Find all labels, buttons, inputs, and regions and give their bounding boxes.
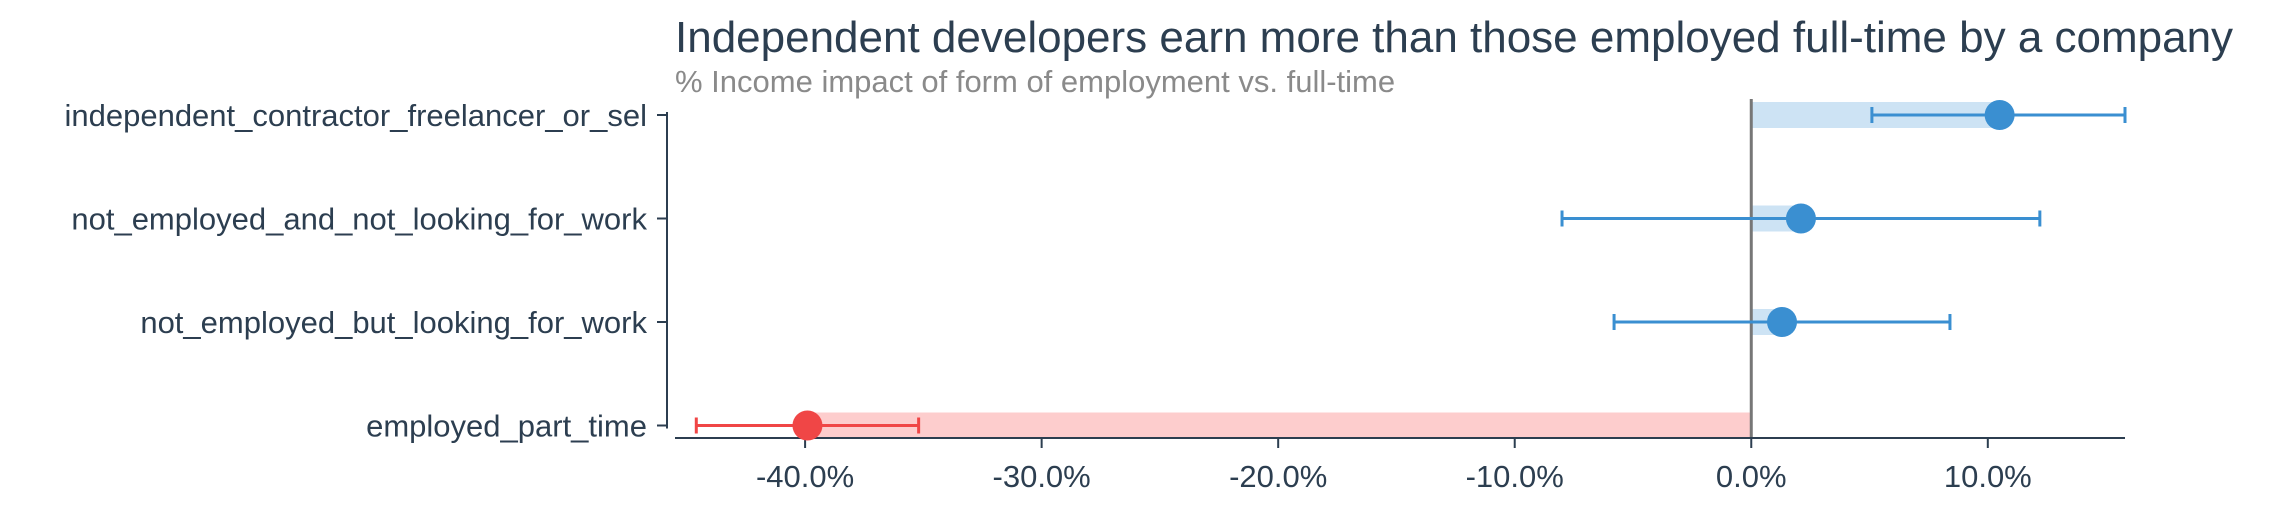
x-tick-label: -30.0%: [993, 459, 1091, 494]
category-label: employed_part_time: [366, 409, 647, 444]
category-label: not_employed_and_not_looking_for_work: [71, 202, 647, 237]
bands-layer: [807, 102, 2000, 439]
category-label: independent_contractor_freelancer_or_sel: [64, 98, 647, 133]
x-tick-label: 10.0%: [1944, 459, 2032, 494]
labels-layer: -40.0% -30.0% -20.0% -10.0% 0.0% 10.0% indepen…: [64, 98, 2031, 494]
data-point: [792, 410, 823, 441]
category-label: not_employed_but_looking_for_work: [140, 305, 647, 340]
errorbars-layer: [694, 107, 2127, 434]
value-band: [807, 412, 1752, 439]
chart-title: Independent developers earn more than th…: [675, 13, 2233, 62]
data-point: [1767, 307, 1798, 337]
data-point: [1984, 100, 2015, 130]
x-tick-label: -20.0%: [1229, 459, 1327, 494]
x-tick-label: -10.0%: [1466, 459, 1564, 494]
chart-subtitle: % Income impact of form of employment vs…: [675, 64, 1395, 99]
axes-layer: [657, 112, 2125, 448]
data-point: [1785, 203, 1816, 234]
points-layer: [792, 100, 2015, 441]
x-tick-label: 0.0%: [1716, 459, 1787, 494]
x-tick-label: -40.0%: [756, 459, 854, 494]
